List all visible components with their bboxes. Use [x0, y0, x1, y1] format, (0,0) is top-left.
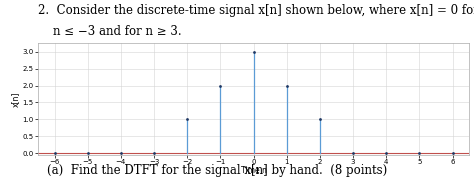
Text: n ≤ −3 and for n ≥ 3.: n ≤ −3 and for n ≥ 3.: [38, 25, 182, 38]
Y-axis label: x[n]: x[n]: [11, 91, 20, 107]
X-axis label: Time n: Time n: [241, 166, 266, 175]
Text: 2.  Consider the discrete-time signal x[n] shown below, where x[n] = 0 for: 2. Consider the discrete-time signal x[n…: [38, 4, 474, 17]
Text: (a)  Find the DTFT for the signal x[n] by hand.  (8 points): (a) Find the DTFT for the signal x[n] by…: [46, 164, 387, 177]
